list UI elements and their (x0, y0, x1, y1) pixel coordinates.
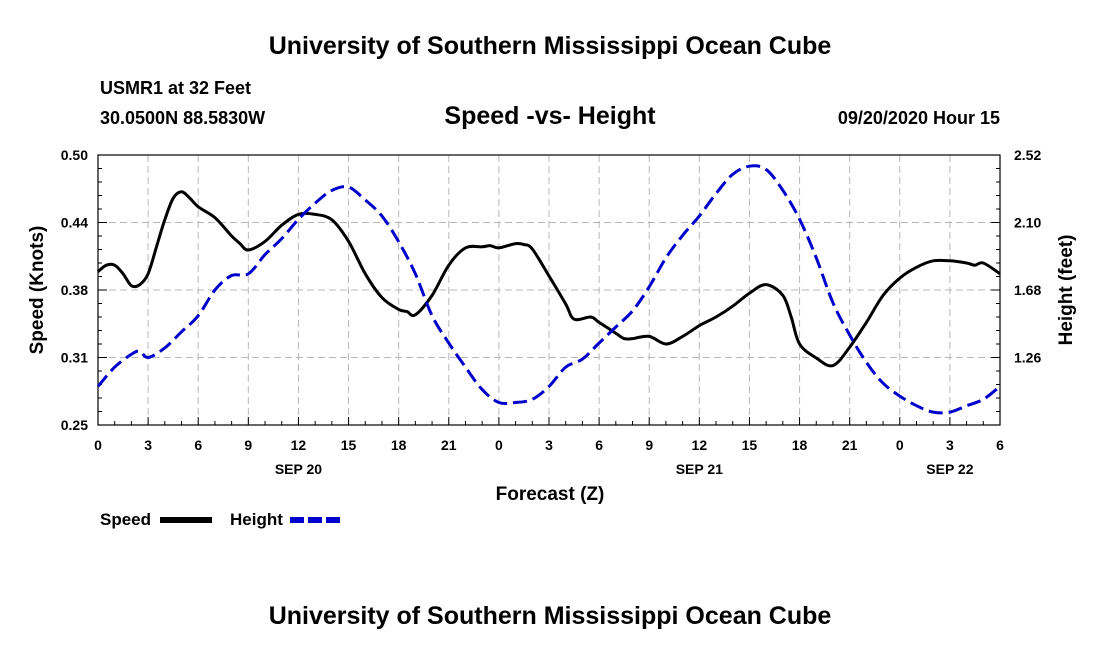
x-date-label: SEP 22 (926, 461, 973, 477)
forecast-date: 09/20/2020 Hour 15 (838, 108, 1000, 128)
x-tick-label: 3 (545, 437, 553, 453)
x-tick-label: 0 (94, 437, 102, 453)
x-tick-label: 21 (842, 437, 858, 453)
axis-ticks (97, 154, 1001, 426)
x-tick-label: 15 (341, 437, 357, 453)
y-right-tick-label: 2.52 (1014, 147, 1041, 163)
x-tick-label: 3 (946, 437, 954, 453)
x-tick-label: 9 (645, 437, 653, 453)
legend-height-label: Height (230, 510, 283, 529)
grid-lines (98, 155, 1000, 425)
y-axis-right-title: Height (feet) (1056, 235, 1077, 346)
y-left-tick-label: 0.38 (61, 282, 88, 298)
y-left-tick-label: 0.25 (61, 417, 88, 433)
page-title: University of Southern Mississippi Ocean… (269, 32, 832, 60)
y-left-tick-label: 0.44 (61, 215, 88, 231)
x-tick-label: 18 (391, 437, 407, 453)
y-left-tick-label: 0.31 (61, 350, 88, 366)
x-tick-label: 15 (742, 437, 758, 453)
x-tick-label: 18 (792, 437, 808, 453)
x-tick-label: 0 (896, 437, 904, 453)
x-tick-label: 12 (291, 437, 307, 453)
legend-speed-label: Speed (100, 510, 151, 529)
x-date-label: SEP 20 (275, 461, 322, 477)
y-right-tick-label: 1.26 (1014, 350, 1041, 366)
x-tick-label: 3 (144, 437, 152, 453)
x-tick-label: 12 (692, 437, 708, 453)
x-tick-label: 0 (495, 437, 503, 453)
x-tick-label: 9 (244, 437, 252, 453)
x-axis-title: Forecast (Z) (496, 484, 605, 505)
x-tick-label: 6 (996, 437, 1004, 453)
x-date-label: SEP 21 (676, 461, 723, 477)
x-tick-label: 6 (595, 437, 603, 453)
x-tick-label: 6 (194, 437, 202, 453)
station-label: USMR1 at 32 Feet (100, 78, 251, 98)
legend: Speed Height (100, 510, 342, 529)
series-line-speed (97, 190, 1001, 368)
series-line-height (96, 164, 1001, 415)
x-tick-label: 21 (441, 437, 457, 453)
tick-labels: 0 3 6 9 12 15 18 21 0 3 6 9 12 15 18 21 0 3 6 SEP 20 SEP 21 S… (61, 147, 1042, 477)
y-left-tick-label: 0.50 (61, 147, 88, 163)
series-lines (96, 164, 1001, 415)
chart-title: Speed -vs- Height (444, 102, 656, 130)
y-right-tick-label: 2.10 (1014, 215, 1041, 231)
station-coords: 30.0500N 88.5830W (100, 108, 265, 128)
y-right-tick-label: 1.68 (1014, 282, 1041, 298)
y-axis-left-title: Speed (Knots) (27, 226, 48, 355)
footer-title: University of Southern Mississippi Ocean… (269, 602, 832, 630)
